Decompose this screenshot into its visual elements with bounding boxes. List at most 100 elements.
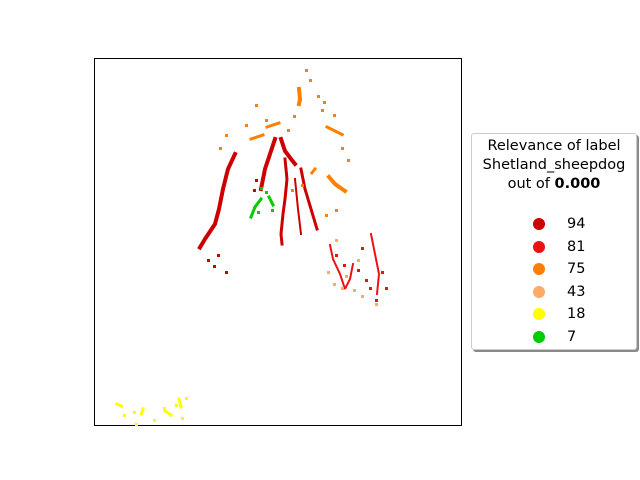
relevance-region-7: [266, 194, 276, 208]
relevance-pixel-81: [381, 271, 384, 274]
relevance-pixel-18: [181, 417, 184, 420]
relevance-pixel-94: [207, 259, 210, 262]
relevance-pixel-7: [265, 191, 268, 194]
legend-label: 94: [567, 216, 586, 232]
relevance-region-75: [265, 121, 281, 129]
relevance-pixel-81: [343, 264, 346, 267]
relevance-pixel-94: [225, 271, 228, 274]
relevance-pixel-18: [163, 407, 166, 410]
legend-label: 81: [567, 238, 586, 255]
relevance-region-75: [308, 166, 318, 177]
legend-marker: [533, 240, 545, 253]
relevance-region-7: [249, 196, 264, 219]
relevance-region-94: [279, 157, 289, 246]
relevance-region-94: [278, 136, 298, 167]
relevance-region-18: [162, 408, 174, 418]
relevance-pixel-94: [217, 254, 220, 257]
relevance-pixel-81: [369, 287, 372, 290]
relevance-region-81: [369, 232, 381, 296]
relevance-pixel-81: [375, 299, 378, 302]
relevance-region-75: [249, 133, 265, 141]
relevance-pixel-18: [135, 423, 138, 426]
legend-title-value: 0.000: [554, 176, 601, 192]
relevance-pixel-43: [375, 303, 378, 306]
relevance-pixel-7: [271, 209, 274, 212]
relevance-region-18: [114, 401, 126, 410]
relevance-pixel-75: [321, 109, 324, 112]
legend-marker: [533, 218, 545, 230]
legend-item-81: 81: [472, 236, 636, 258]
legend-title-line1: Relevance of label: [487, 138, 621, 154]
legend-item-7: 7: [472, 326, 636, 348]
relevance-region-75: [326, 174, 348, 194]
legend-marker: [533, 263, 545, 276]
relevance-pixel-81: [361, 247, 364, 250]
relevance-pixel-94: [255, 179, 258, 182]
relevance-pixel-43: [361, 295, 364, 298]
relevance-pixel-94: [253, 189, 256, 192]
relevance-heatmap: [114, 69, 388, 426]
relevance-pixel-43: [333, 283, 336, 286]
relevance-pixel-81: [365, 279, 368, 282]
relevance-region-94: [196, 151, 238, 252]
legend-marker: [533, 285, 545, 298]
relevance-pixel-75: [325, 214, 328, 217]
legend-marker: [533, 308, 545, 321]
relevance-pixel-75: [323, 101, 326, 104]
relevance-pixel-75: [335, 209, 338, 212]
relevance-pixel-75: [317, 95, 320, 98]
relevance-pixel-75: [333, 114, 336, 117]
relevance-pixel-75: [301, 184, 304, 187]
relevance-pixel-75: [255, 104, 258, 107]
relevance-pixel-7: [260, 187, 263, 190]
relevance-pixel-81: [385, 287, 388, 290]
legend-label: 75: [567, 261, 586, 278]
legend-label: 18: [567, 306, 586, 323]
relevance-pixel-43: [357, 259, 360, 262]
legend-item-18: 18: [472, 303, 636, 325]
relevance-pixel-18: [123, 414, 126, 417]
relevance-pixel-75: [219, 147, 222, 150]
relevance-pixel-81: [335, 254, 338, 257]
relevance-pixel-18: [133, 411, 136, 414]
relevance-pixel-18: [153, 419, 156, 422]
relevance-pixel-43: [341, 287, 344, 290]
heatmap-plot-area: [94, 58, 462, 426]
relevance-region-94: [258, 136, 278, 192]
relevance-pixel-43: [327, 271, 330, 274]
legend-label: 7: [567, 329, 577, 345]
legend-label: 43: [567, 283, 586, 300]
relevance-pixel-94: [213, 265, 216, 268]
relevance-pixel-75: [341, 147, 344, 150]
relevance-pixel-75: [305, 69, 308, 72]
relevance-pixel-75: [347, 159, 350, 162]
relevance-region-75: [324, 124, 346, 138]
relevance-pixel-75: [293, 115, 296, 118]
relevance-region-18: [177, 397, 183, 409]
legend-marker: [533, 331, 545, 343]
relevance-pixel-75: [309, 79, 312, 82]
legend: Relevance of label Shetland_sheepdog out…: [471, 133, 637, 350]
legend-title-line3: out of 0.000: [472, 174, 636, 194]
relevance-region-94: [299, 167, 319, 231]
legend-title-line2: Shetland_sheepdog: [482, 157, 626, 173]
relevance-pixel-75: [225, 134, 228, 137]
relevance-region-18: [139, 407, 145, 417]
legend-item-43: 43: [472, 281, 636, 303]
relevance-pixel-7: [257, 211, 260, 214]
relevance-pixel-18: [185, 397, 188, 400]
legend-item-75: 75: [472, 258, 636, 280]
relevance-pixel-43: [345, 275, 348, 278]
relevance-region-81: [328, 243, 355, 292]
relevance-pixel-43: [353, 289, 356, 292]
relevance-region-75: [296, 86, 303, 107]
relevance-pixel-75: [287, 129, 290, 132]
relevance-pixel-81: [357, 269, 360, 272]
relevance-pixel-75: [245, 124, 248, 127]
relevance-pixel-75: [291, 189, 294, 192]
relevance-pixel-75: [265, 119, 268, 122]
relevance-pixel-18: [175, 404, 178, 407]
relevance-region-94: [293, 177, 303, 236]
legend-title-prefix: out of: [507, 176, 555, 192]
legend-item-94: 94: [472, 213, 636, 235]
